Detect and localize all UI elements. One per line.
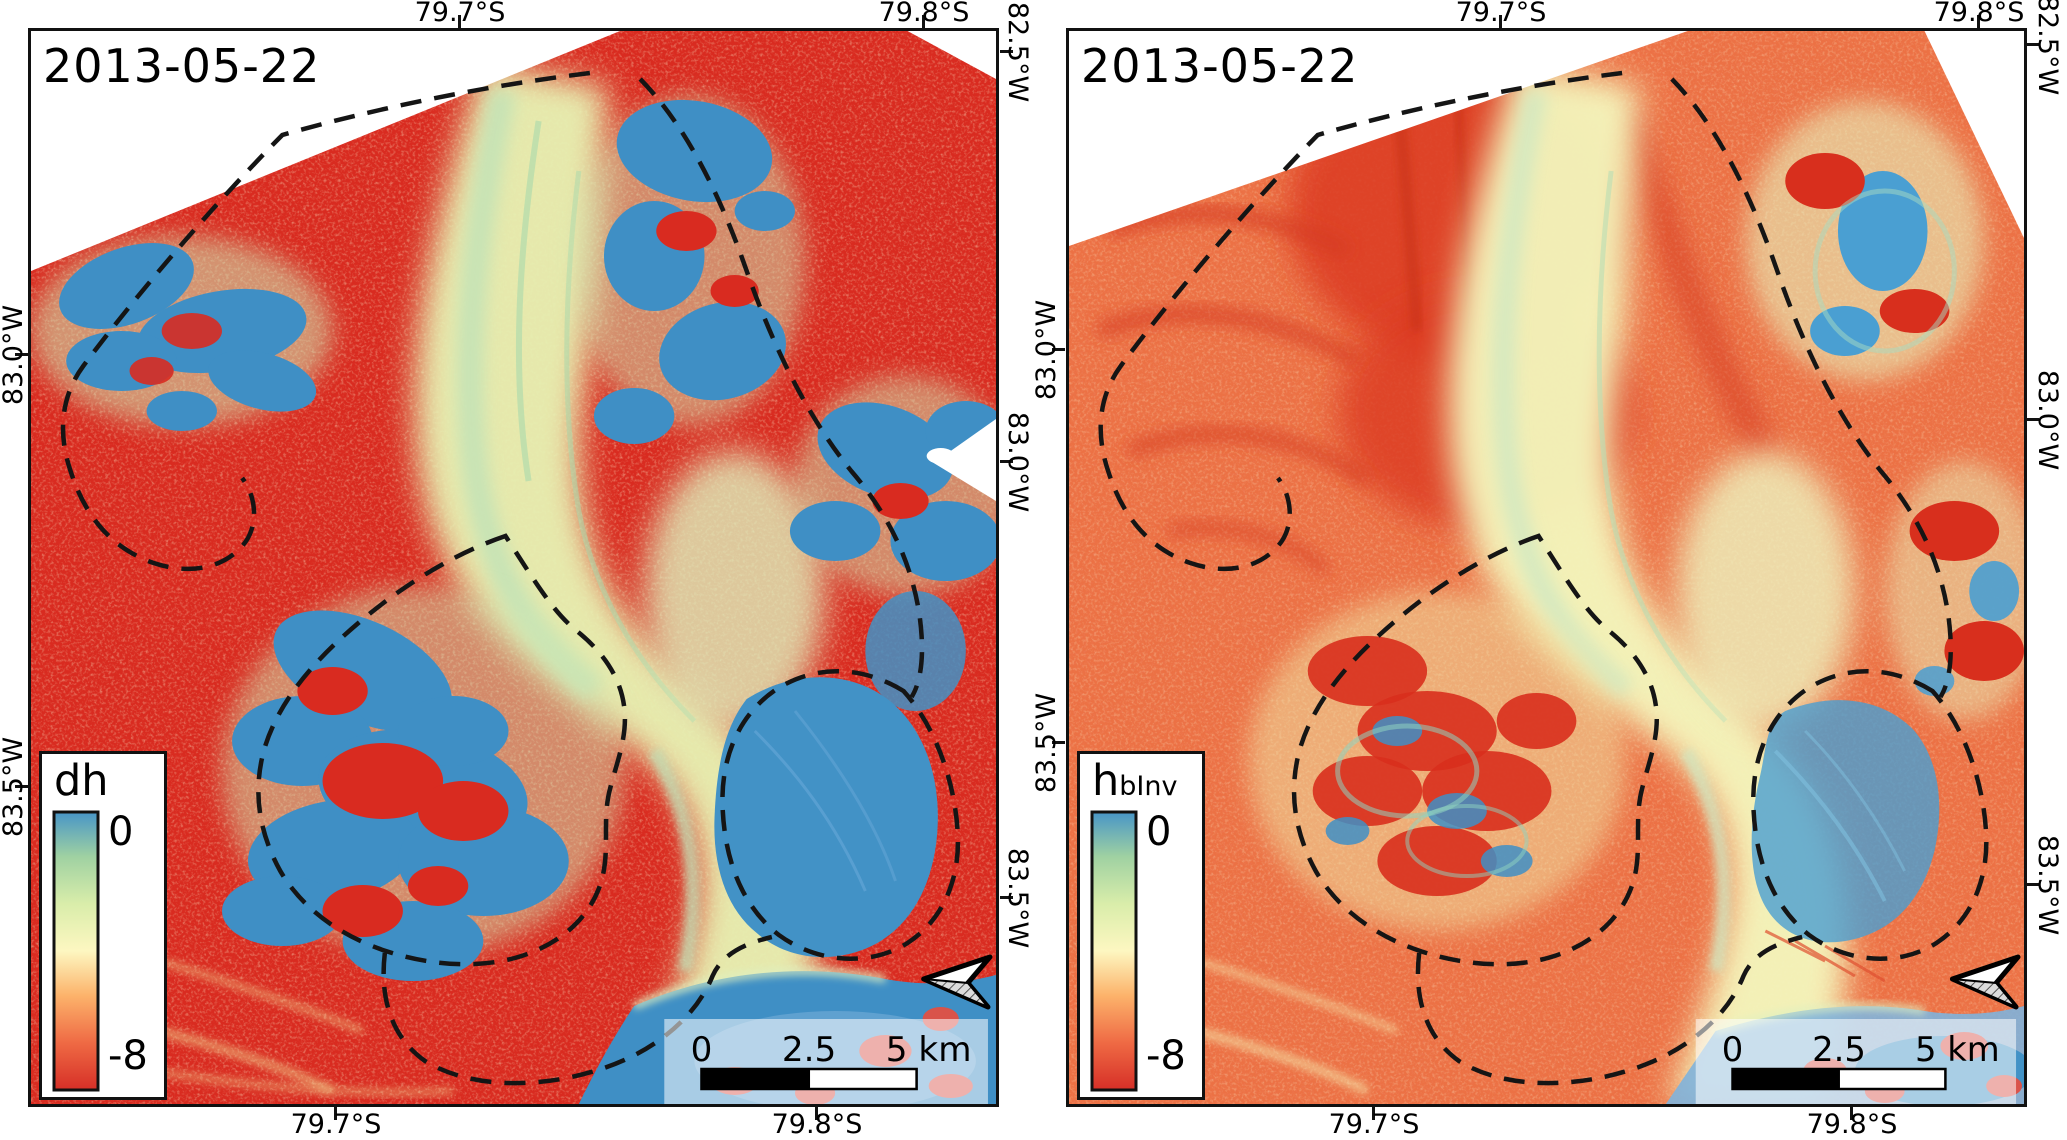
scalebar-label-mid: 2.5	[782, 1030, 836, 1070]
graticule-tick	[1000, 896, 1013, 899]
scalebar-label-start: 0	[691, 1030, 713, 1070]
graticule-tick	[815, 1107, 818, 1120]
graticule-label-bottom: 79.8°S	[771, 1108, 863, 1140]
graticule-tick	[2026, 418, 2039, 421]
scale-bar: 0 2.5 5 km	[1695, 1019, 2017, 1104]
graticule-tick	[1000, 460, 1013, 463]
map-panel-hbinv: 0 2.5 5 km 2013-05-22 hbInv 0 -8	[1066, 28, 2027, 1107]
graticule-label-right: 83.0°W	[2032, 369, 2064, 471]
graticule-tick	[1052, 741, 1065, 744]
map-art-dh: 0 2.5 5 km	[31, 31, 996, 1104]
graticule-label-bottom: 79.7°S	[1328, 1108, 1420, 1140]
date-label: 2013-05-22	[1081, 39, 1359, 93]
north-arrow-icon	[1949, 954, 2021, 1010]
colorbar-max-label: 0	[108, 809, 134, 855]
map-art-hbinv: 0 2.5 5 km	[1069, 31, 2024, 1104]
colorbar-legend-dh: dh 0 -8	[39, 751, 167, 1100]
north-arrow-icon	[921, 954, 993, 1010]
graticule-tick	[2026, 883, 2039, 886]
colorbar-gradient	[52, 810, 100, 1092]
scale-bar: 0 2.5 5 km	[664, 1019, 988, 1104]
graticule-label-left: 83.5°W	[1030, 692, 1062, 794]
graticule-tick	[334, 1107, 337, 1120]
graticule-label-right: 83.5°W	[1002, 847, 1034, 949]
colorbar-max-label: 0	[1146, 809, 1172, 855]
graticule-tick	[1977, 15, 1980, 28]
grounding-outline-dashed	[1098, 70, 1989, 1086]
colorbar-gradient	[1090, 810, 1138, 1092]
graticule-tick	[1000, 50, 1013, 53]
graticule-label-right: 82.5°W	[2032, 0, 2064, 96]
scalebar-label-end: 5 km	[886, 1030, 972, 1070]
scalebar-label-mid: 2.5	[1812, 1030, 1866, 1069]
graticule-tick	[458, 15, 461, 28]
scalebar-label-end: 5 km	[1915, 1030, 2000, 1069]
colorbar-min-label: -8	[108, 1033, 148, 1079]
map-image-hbinv: 0 2.5 5 km	[1069, 31, 2024, 1104]
graticule-label-right: 82.5°W	[1002, 1, 1034, 103]
graticule-tick	[1850, 1107, 1853, 1120]
date-label: 2013-05-22	[43, 39, 321, 93]
graticule-label-top: 79.7°S	[1455, 0, 1547, 28]
graticule-label-right: 83.5°W	[2032, 834, 2064, 936]
colorbar-legend-hbinv: hbInv 0 -8	[1077, 751, 1205, 1100]
graticule-label-bottom: 79.8°S	[1806, 1108, 1898, 1140]
graticule-label-bottom: 79.7°S	[290, 1108, 382, 1140]
graticule-label-top: 79.7°S	[414, 0, 506, 28]
map-image-dh: 0 2.5 5 km	[31, 31, 996, 1104]
graticule-label-top: 79.8°S	[878, 0, 970, 28]
scalebar-label-start: 0	[1722, 1030, 1744, 1069]
graticule-label-left: 83.0°W	[0, 304, 29, 406]
graticule-tick	[1499, 15, 1502, 28]
graticule-tick	[15, 785, 28, 788]
map-panel-dh: 0 2.5 5 km 2013-05-22 dh 0 -8	[28, 28, 999, 1107]
colorbar-min-label: -8	[1146, 1033, 1186, 1079]
graticule-label-left: 83.5°W	[0, 736, 29, 838]
graticule-label-right: 83.0°W	[1002, 411, 1034, 513]
graticule-tick	[1052, 348, 1065, 351]
grounding-outline-dashed	[60, 70, 961, 1086]
colorbar-title: hbInv	[1092, 756, 1178, 806]
graticule-tick	[922, 15, 925, 28]
graticule-label-top: 79.8°S	[1933, 0, 2025, 28]
graticule-tick	[2026, 43, 2039, 46]
graticule-tick	[15, 353, 28, 356]
graticule-tick	[1372, 1107, 1375, 1120]
colorbar-title: dh	[54, 756, 109, 806]
graticule-label-left: 83.0°W	[1030, 299, 1062, 401]
